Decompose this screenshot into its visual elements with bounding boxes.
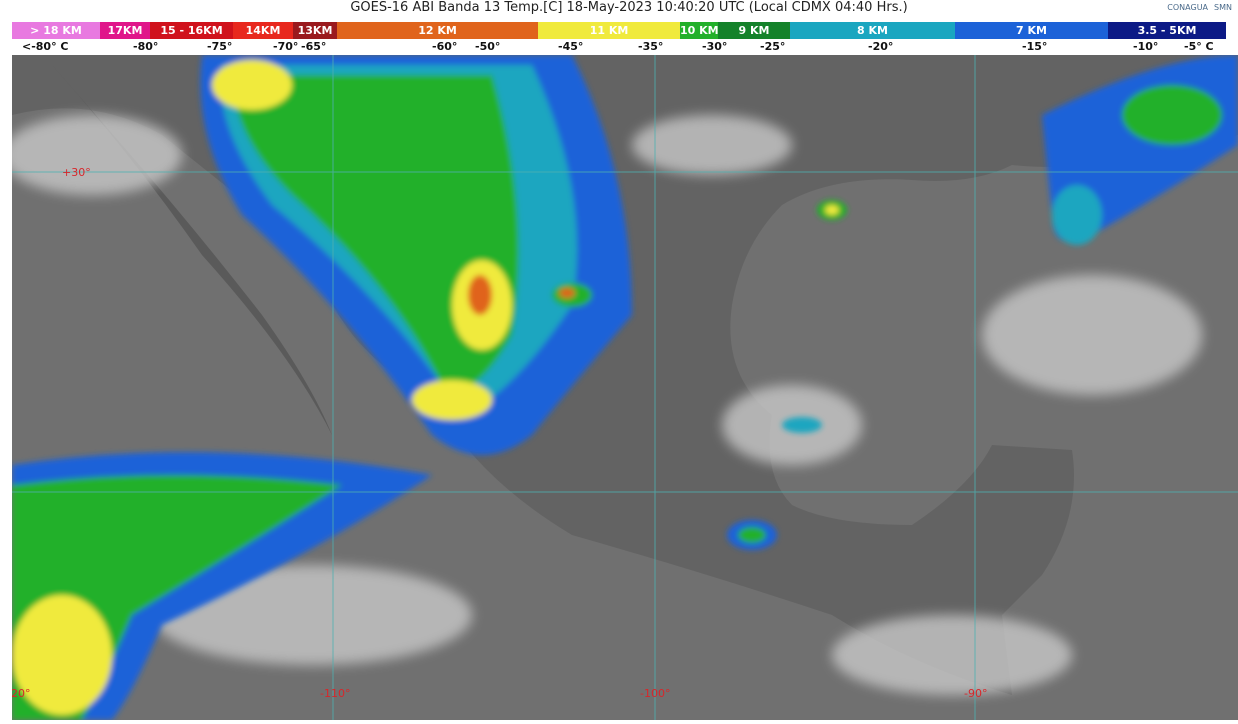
legend-segment: 17KM [100, 22, 150, 39]
legend-segment: 13KM [293, 22, 337, 39]
temperature-label: -35° [638, 40, 664, 53]
lon-label: -110° [320, 687, 350, 700]
lat-label: +30° [62, 166, 91, 179]
temperature-label: -65° [301, 40, 327, 53]
temperature-label: -5° C [1184, 40, 1214, 53]
satellite-map: +30° -120° -110° -100° -90° [0, 55, 1238, 720]
temperature-label: -30° [702, 40, 728, 53]
temperature-label: <-80° C [22, 40, 69, 53]
legend-segment: 10 KM - [680, 22, 718, 39]
smn-logo: SMN [1214, 3, 1232, 12]
temperature-label: -80° [133, 40, 159, 53]
temperature-label: -50° [475, 40, 501, 53]
legend-segment: 12 KM [337, 22, 538, 39]
legend-segment: 14KM [233, 22, 293, 39]
temperature-label: -25° [760, 40, 786, 53]
map-svg: +30° -120° -110° -100° -90° [0, 55, 1238, 720]
legend-segment: 9 KM [718, 22, 790, 39]
temperature-label: -70° [273, 40, 299, 53]
legend-segment: 8 KM [790, 22, 955, 39]
temperature-label: -10° [1133, 40, 1159, 53]
color-legend: > 18 KM 17KM 15 - 16KM 14KM 13KM 12 KM 11 KM 10… [12, 22, 1238, 39]
lon-label: -100° [640, 687, 670, 700]
conagua-logo: CONAGUA [1167, 3, 1209, 12]
clouds-convective [12, 55, 1238, 720]
graticule [12, 55, 1238, 720]
legend-segment: 11 KM [538, 22, 680, 39]
temperature-scale: <-80° C -80° -75° -70° -65° -60° -50° -45° -35° -… [0, 39, 1238, 54]
temperature-label: -60° [432, 40, 458, 53]
legend-segment: > 18 KM [12, 22, 100, 39]
logos: CONAGUA SMN [1167, 3, 1232, 12]
lon-label: -90° [964, 687, 987, 700]
legend-segment: 3.5 - 5KM [1108, 22, 1226, 39]
temperature-label: -15° [1022, 40, 1048, 53]
legend-segment: 15 - 16KM [150, 22, 233, 39]
temperature-label: -45° [558, 40, 584, 53]
legend-segment: 7 KM [955, 22, 1108, 39]
image-title: GOES-16 ABI Banda 13 Temp.[C] 18-May-202… [350, 0, 908, 15]
temperature-label: -75° [207, 40, 233, 53]
lon-label: -120° [12, 687, 30, 700]
temperature-label: -20° [868, 40, 894, 53]
